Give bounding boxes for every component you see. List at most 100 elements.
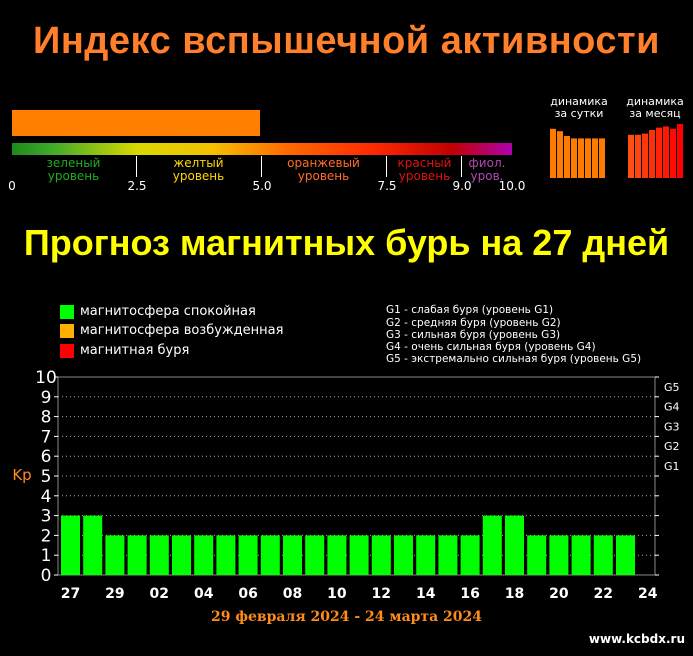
site-url: www.kcbdx.ru bbox=[588, 632, 685, 646]
day-dynamics-label-line1: динамика bbox=[550, 95, 608, 108]
scale-divider bbox=[386, 156, 387, 177]
x-tick-label: 29 bbox=[105, 586, 124, 602]
kp-bar bbox=[105, 535, 125, 575]
legend-swatch-calm bbox=[60, 305, 74, 319]
kp-bar bbox=[460, 535, 480, 575]
segment-label-line1: желтый bbox=[173, 156, 224, 170]
g-legend-g4: G4 - очень сильная буря (уровень G4) bbox=[386, 341, 596, 353]
x-tick-label: 16 bbox=[460, 586, 479, 602]
g-legend-g3: G3 - сильная буря (уровень G3) bbox=[386, 329, 561, 341]
legend-label-calm: магнитосфера спокойная bbox=[80, 304, 256, 319]
x-tick-label: 02 bbox=[150, 586, 169, 602]
g-level-label: G1 bbox=[664, 460, 680, 473]
segment-label-line1: красный bbox=[397, 156, 452, 170]
date-range: 29 февраля 2024 - 24 марта 2024 bbox=[210, 609, 483, 625]
kp-bar bbox=[527, 535, 547, 575]
day-dynamics-bar bbox=[550, 128, 556, 178]
kp-bar bbox=[349, 535, 369, 575]
month-dynamics-bar bbox=[677, 124, 683, 178]
segment-label-line1: фиол. bbox=[468, 156, 506, 170]
month-dynamics-label: динамика за месяц bbox=[620, 96, 690, 120]
kp-bar bbox=[149, 535, 169, 575]
x-tick-label: 10 bbox=[327, 586, 347, 602]
month-dynamics-label-line1: динамика bbox=[626, 95, 684, 108]
segment-label-line2: уров. bbox=[470, 169, 504, 183]
scale-tick: 10.0 bbox=[498, 179, 526, 193]
day-dynamics-bar bbox=[599, 138, 605, 178]
kp-bar bbox=[127, 535, 147, 575]
kp-bar bbox=[571, 535, 591, 575]
kp-bar bbox=[482, 515, 502, 575]
scale-tick: 7.5 bbox=[377, 179, 397, 193]
y-axis-label: Kp bbox=[12, 466, 31, 484]
x-tick-label: 06 bbox=[238, 586, 257, 602]
y-tick-label: 7 bbox=[41, 427, 52, 447]
month-dynamics-label-line2: за месяц bbox=[629, 107, 681, 120]
scale-tick: 2.5 bbox=[127, 179, 147, 193]
y-tick-label: 3 bbox=[41, 507, 52, 527]
month-dynamics-bar bbox=[656, 127, 662, 178]
y-tick-label: 8 bbox=[41, 408, 52, 428]
day-dynamics-chart bbox=[550, 128, 605, 178]
legend-swatch-excited bbox=[60, 324, 74, 338]
kp-bar bbox=[371, 535, 391, 575]
kp-bar bbox=[394, 535, 413, 575]
legend-label-excited: магнитосфера возбужденная bbox=[80, 323, 284, 338]
scale-divider bbox=[261, 156, 262, 177]
segment-label-line2: уровень bbox=[172, 169, 225, 183]
g-level-label: G5 bbox=[664, 381, 680, 394]
scale-tick: 5.0 bbox=[252, 179, 272, 193]
scale-segment-yellow: желтый уровень bbox=[137, 157, 260, 183]
segment-label-line2: уровень bbox=[297, 169, 350, 183]
month-dynamics-bar bbox=[642, 133, 648, 178]
kp-bar bbox=[327, 535, 347, 575]
scale-divider bbox=[461, 156, 462, 177]
x-tick-label: 14 bbox=[416, 586, 436, 602]
kp-bar bbox=[172, 535, 191, 575]
scale-divider bbox=[136, 156, 137, 177]
kp-bar bbox=[505, 515, 524, 575]
kp-bar bbox=[216, 535, 236, 575]
day-dynamics-label: динамика за сутки bbox=[544, 96, 614, 120]
g-legend-g5: G5 - экстремально сильная буря (уровень … bbox=[386, 353, 642, 365]
g-legend-g2: G2 - средняя буря (уровень G2) bbox=[386, 317, 561, 329]
x-tick-label: 08 bbox=[283, 586, 302, 602]
y-tick-label: 4 bbox=[41, 487, 52, 507]
y-tick-label: 1 bbox=[41, 546, 52, 566]
x-tick-label: 24 bbox=[638, 586, 658, 602]
month-dynamics-bar bbox=[670, 128, 676, 178]
kp-bar bbox=[416, 535, 436, 575]
day-dynamics-label-line2: за сутки bbox=[554, 107, 604, 120]
kp-bar bbox=[83, 515, 103, 575]
scale-tick: 9.0 bbox=[452, 179, 472, 193]
legend-swatch-storm bbox=[60, 344, 74, 358]
y-tick-label: 10 bbox=[35, 368, 57, 388]
kp-bar bbox=[194, 535, 214, 575]
kp-bar bbox=[283, 535, 302, 575]
g-legend-g1: G1 - слабая буря (уровень G1) bbox=[386, 304, 554, 316]
segment-label-line1: оранжевый bbox=[287, 156, 360, 170]
flare-index-title: Индекс вспышечной активности bbox=[33, 20, 660, 62]
x-tick-label: 27 bbox=[61, 586, 80, 602]
scale-segment-orange: оранжевый уровень bbox=[262, 157, 385, 183]
scale-segment-violet: фиол. уров. bbox=[462, 157, 512, 183]
y-tick-label: 6 bbox=[41, 447, 52, 467]
day-dynamics-bar bbox=[592, 138, 598, 178]
scale-segment-green: зеленый уровень bbox=[12, 157, 135, 183]
month-dynamics-bar bbox=[649, 130, 655, 178]
g-level-label: G4 bbox=[664, 401, 680, 414]
y-tick-label: 9 bbox=[41, 388, 52, 408]
month-dynamics-bar bbox=[663, 126, 669, 178]
kp-bar bbox=[305, 535, 325, 575]
month-dynamics-chart bbox=[628, 124, 683, 178]
x-tick-label: 20 bbox=[549, 586, 569, 602]
kp-bar bbox=[238, 535, 258, 575]
day-dynamics-bar bbox=[585, 138, 591, 178]
x-tick-label: 18 bbox=[505, 586, 524, 602]
y-tick-label: 0 bbox=[41, 566, 52, 586]
kp-bar bbox=[438, 535, 458, 575]
day-dynamics-bar bbox=[557, 131, 563, 178]
flare-scale-gradient bbox=[12, 143, 512, 155]
kp-bar bbox=[61, 515, 80, 575]
